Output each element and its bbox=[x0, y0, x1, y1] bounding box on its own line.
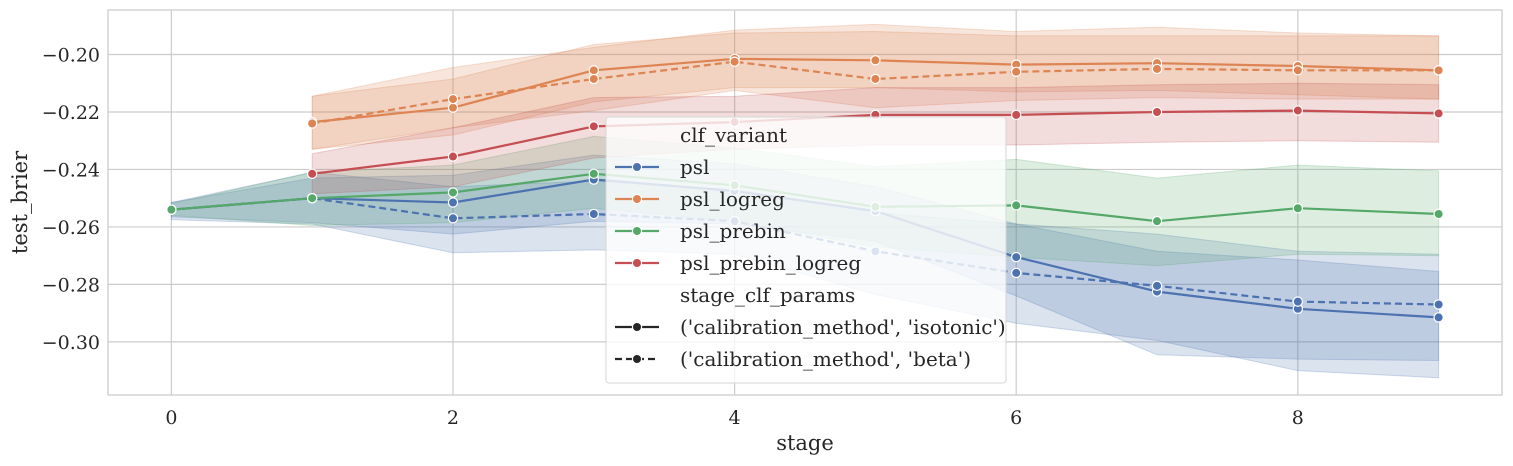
legend-label-psl_prebin_logreg: psl_prebin_logreg bbox=[680, 251, 861, 275]
x-tick-label: 6 bbox=[1010, 407, 1022, 429]
legend-style-marker-1 bbox=[631, 353, 643, 365]
y-tick-label: −0.26 bbox=[42, 217, 100, 239]
data-point-psl_prebin_logreg bbox=[1433, 108, 1444, 119]
legend-label-psl_prebin: psl_prebin bbox=[680, 219, 786, 243]
data-point-psl_prebin_logreg bbox=[1292, 105, 1304, 116]
legend-box bbox=[605, 116, 1007, 384]
data-point-psl_prebin bbox=[1011, 200, 1022, 211]
y-tick-label: −0.24 bbox=[42, 159, 100, 181]
legend: clf_variant stage_clf_params psl psl_logr… bbox=[605, 116, 1007, 384]
data-point-psl_logreg bbox=[447, 102, 459, 113]
legend-label-psl_logreg: psl_logreg bbox=[680, 187, 785, 211]
data-point-psl bbox=[1011, 251, 1022, 263]
legend-label-psl: psl bbox=[680, 155, 709, 179]
data-point-psl_prebin_logreg bbox=[1011, 109, 1022, 121]
data-point-psl bbox=[447, 213, 459, 224]
data-point-psl bbox=[1011, 267, 1022, 279]
ci-band-psl_logreg-beta bbox=[311, 23, 1440, 150]
data-point-psl_logreg bbox=[1292, 65, 1304, 76]
x-tick-label: 8 bbox=[1292, 407, 1304, 429]
legend-style-marker-0 bbox=[631, 321, 643, 333]
x-tick-label: 0 bbox=[165, 407, 177, 429]
data-point-psl bbox=[1151, 280, 1163, 292]
data-point-psl_prebin_logreg bbox=[306, 168, 318, 179]
data-point-psl_logreg bbox=[1011, 66, 1022, 77]
data-point-psl_prebin_logreg bbox=[447, 151, 459, 162]
data-point-psl_logreg bbox=[306, 118, 318, 129]
data-point-psl_logreg bbox=[729, 56, 740, 67]
data-point-psl_prebin bbox=[588, 168, 599, 179]
data-point-psl_logreg bbox=[1151, 63, 1163, 75]
data-point-psl_logreg bbox=[870, 73, 881, 85]
x-tick-labels: 0 2 4 6 8 bbox=[165, 407, 1304, 429]
legend-marker-psl bbox=[631, 161, 643, 173]
data-point-psl bbox=[1433, 312, 1444, 323]
data-point-psl bbox=[588, 208, 599, 220]
data-point-psl bbox=[1433, 299, 1444, 310]
x-tick-label: 2 bbox=[447, 407, 459, 429]
data-point-psl bbox=[447, 197, 459, 208]
data-point-psl_prebin_logreg bbox=[1151, 106, 1163, 118]
x-axis-label: stage bbox=[776, 431, 834, 455]
y-tick-label: −0.28 bbox=[42, 274, 100, 296]
data-point-psl_prebin bbox=[166, 204, 177, 215]
legend-marker-psl_prebin bbox=[631, 225, 643, 237]
legend-style-title: stage_clf_params bbox=[680, 283, 855, 307]
y-tick-label: −0.20 bbox=[42, 45, 100, 67]
data-point-psl_logreg bbox=[588, 65, 599, 76]
data-point-psl_prebin bbox=[306, 192, 318, 204]
legend-marker-psl_prebin_logreg bbox=[631, 257, 643, 269]
y-tick-labels: −0.30 −0.28 −0.26 −0.24 −0.22 −0.20 bbox=[42, 45, 100, 354]
data-point-psl_logreg bbox=[870, 55, 881, 66]
legend-marker-psl_logreg bbox=[631, 193, 643, 205]
data-point-psl_prebin_logreg bbox=[588, 121, 599, 132]
y-axis-label: test_brier bbox=[8, 150, 32, 254]
y-tick-label: −0.22 bbox=[42, 102, 100, 124]
data-point-psl_logreg bbox=[447, 93, 459, 105]
data-point-psl_prebin bbox=[1151, 215, 1163, 227]
series-line-psl_logreg-beta bbox=[312, 60, 1439, 125]
x-tick-label: 4 bbox=[729, 407, 741, 429]
plot-frame bbox=[107, 9, 1503, 396]
data-point-psl_prebin bbox=[447, 187, 459, 198]
data-point-psl_logreg bbox=[588, 73, 599, 85]
data-point-psl_logreg bbox=[1433, 65, 1444, 76]
data-point-psl_prebin bbox=[1433, 208, 1444, 220]
data-point-psl bbox=[1292, 296, 1304, 307]
data-point-psl_prebin bbox=[1292, 203, 1304, 214]
y-tick-label: −0.30 bbox=[42, 332, 100, 354]
legend-entries: psl psl_logreg psl_prebin psl_prebin_logreg… bbox=[615, 155, 1006, 371]
legend-style-label-1: ('calibration_method', 'beta') bbox=[680, 347, 971, 371]
legend-style-label-0: ('calibration_method', 'isotonic') bbox=[680, 315, 1006, 339]
series-line-psl-beta bbox=[171, 197, 1439, 306]
legend-hue-title: clf_variant bbox=[680, 123, 787, 147]
